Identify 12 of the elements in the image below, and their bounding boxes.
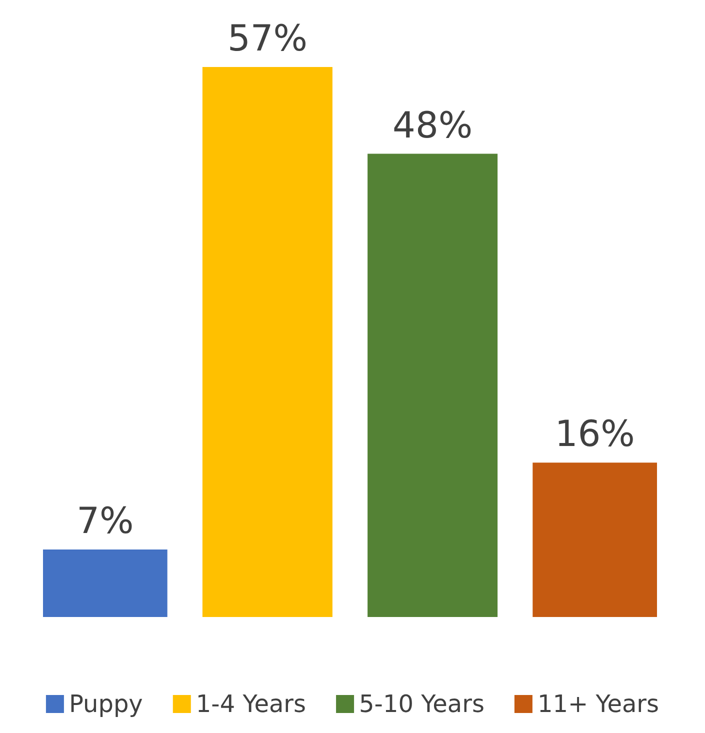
bar <box>532 462 657 617</box>
data-label: 57% <box>227 18 308 60</box>
legend-label: Puppy <box>68 690 143 718</box>
data-label: 48% <box>392 105 473 146</box>
bar <box>202 66 332 617</box>
data-label: 7% <box>76 500 134 542</box>
legend-label: 5-10 Years <box>359 690 484 718</box>
data-label: 16% <box>554 414 635 456</box>
legend-label: 11+ Years <box>537 690 660 718</box>
bar <box>43 549 168 617</box>
bar <box>368 154 498 617</box>
legend-label: 1-4 Years <box>196 690 306 718</box>
